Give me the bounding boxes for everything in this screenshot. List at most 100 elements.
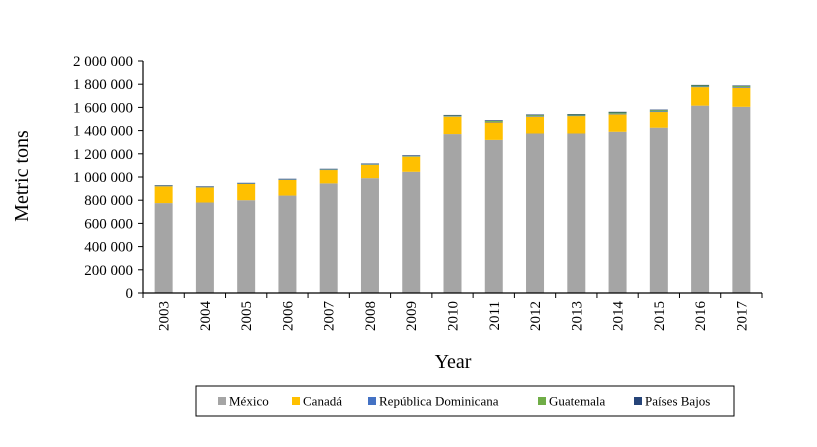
legend: México Canadá República Dominicana Guatemal… [195, 385, 735, 417]
bar-segment-2017-república-dominicana [732, 86, 751, 88]
bar-segment-2009-canadá [402, 156, 421, 172]
bar-segment-2012-canadá [526, 116, 545, 134]
bar-segment-2017-países-bajos [732, 85, 751, 87]
bar-segment-2016-república-dominicana [691, 86, 710, 88]
x-tick-label-2015: 2015 [652, 301, 668, 331]
bar-segment-2004-países-bajos [195, 186, 214, 187]
bar-segment-2015-república-dominicana [649, 111, 668, 113]
bar-segment-2012-guatemala [526, 115, 545, 117]
x-tick-label-2013: 2013 [569, 301, 585, 331]
legend-swatch-países-bajos [634, 397, 642, 405]
bar-segment-2012-república-dominicana [526, 116, 545, 117]
bar-segment-2009-países-bajos [402, 155, 421, 157]
x-tick-label-2010: 2010 [446, 301, 462, 331]
bar-segment-2012-méxico [526, 133, 545, 293]
x-tick-label-2004: 2004 [198, 301, 214, 332]
bar-segment-2010-países-bajos [443, 114, 462, 116]
bar-segment-2013-méxico [567, 133, 586, 293]
bar-segment-2013-países-bajos [567, 114, 586, 115]
bar-segment-2005-países-bajos [237, 182, 256, 184]
x-tick-label-2012: 2012 [528, 301, 544, 331]
legend-swatch-república-dominicana [368, 397, 376, 405]
bar-segment-2008-méxico [360, 178, 379, 293]
bar-segment-2014-guatemala [608, 112, 627, 114]
bar-segment-2010-guatemala [443, 115, 462, 117]
x-tick-label-2007: 2007 [322, 301, 338, 332]
bar-segment-2017-guatemala [732, 86, 751, 87]
bar-segment-2017-canadá [732, 87, 751, 107]
bar-segment-2006-países-bajos [278, 178, 297, 180]
bar-segment-2004-canadá [195, 187, 214, 203]
y-tick-label: 1 200 000 [73, 147, 133, 163]
bar-segment-2008-países-bajos [360, 163, 379, 165]
bar-segment-2008-canadá [360, 164, 379, 179]
y-tick-label: 1 000 000 [73, 170, 133, 186]
bar-segment-2014-república-dominicana [608, 113, 627, 115]
legend-label-canadá: Canadá [303, 394, 342, 409]
bar-segment-2011-guatemala [484, 120, 503, 122]
bar-segment-2011-méxico [484, 139, 503, 293]
y-tick-label: 800 000 [84, 193, 133, 209]
x-tick-label-2016: 2016 [693, 301, 709, 332]
bar-segment-2007-canadá [319, 170, 338, 184]
bar-segment-2009-méxico [402, 171, 421, 293]
bar-segment-2017-méxico [732, 106, 751, 293]
y-tick-label: 2 000 000 [73, 54, 133, 70]
x-tick-label-2008: 2008 [363, 301, 379, 331]
bar-segment-2006-méxico [278, 195, 297, 293]
bar-segment-2003-méxico [154, 203, 173, 293]
bar-segment-2014-países-bajos [608, 111, 627, 113]
x-tick-label-2014: 2014 [611, 301, 627, 332]
y-tick-label: 1 600 000 [73, 100, 133, 116]
bar-segment-2005-canadá [237, 183, 256, 201]
bar-segment-2011-países-bajos [484, 120, 503, 121]
bar-segment-2012-países-bajos [526, 114, 545, 116]
bar-segment-2003-canadá [154, 186, 173, 204]
legend-swatch-canadá [292, 397, 300, 405]
axes-group: 0 200 000 400 000 600 000 800 000 1 000 000 1 … [73, 54, 763, 332]
legend-box [195, 385, 735, 417]
bar-segment-2015-países-bajos [649, 109, 668, 111]
legend-label-méxico: México [229, 394, 269, 409]
bar-segment-2016-canadá [691, 87, 710, 106]
x-tick-label-2011: 2011 [487, 301, 503, 330]
bar-segment-2016-países-bajos [691, 84, 710, 86]
bar-segment-2007-países-bajos [319, 168, 338, 170]
bar-segment-2004-méxico [195, 202, 214, 293]
bar-segment-2015-guatemala [649, 110, 668, 112]
legend-swatch-guatemala [538, 397, 546, 405]
legend-label-guatemala: Guatemala [549, 394, 606, 409]
legend-label-países-bajos: Países Bajos [645, 394, 710, 409]
y-tick-label: 1 800 000 [73, 77, 133, 93]
x-axis-title: Year [435, 351, 472, 373]
y-tick-label: 0 [126, 286, 134, 302]
y-tick-label: 600 000 [84, 216, 133, 232]
y-axis-title: Metric tons [11, 130, 33, 222]
bar-segment-2011-república-dominicana [484, 121, 503, 123]
bar-segment-2010-canadá [443, 116, 462, 135]
bar-segment-2015-méxico [649, 127, 668, 293]
bar-segment-2014-canadá [608, 114, 627, 132]
bar-segment-2013-república-dominicana [567, 115, 586, 117]
y-tick-label: 200 000 [84, 263, 133, 279]
x-tick-label-2017: 2017 [734, 301, 750, 332]
x-tick-label-2006: 2006 [280, 301, 296, 332]
bar-segment-2011-canadá [484, 122, 503, 140]
x-tick-label-2009: 2009 [404, 301, 420, 331]
y-tick-label: 1 400 000 [73, 124, 133, 140]
x-tick-label-2003: 2003 [157, 301, 173, 331]
y-tick-label: 400 000 [84, 240, 133, 256]
bars-group [154, 84, 751, 293]
bar-segment-2016-guatemala [691, 85, 710, 87]
bar-segment-2003-países-bajos [154, 185, 173, 186]
x-tick-label-2005: 2005 [239, 301, 255, 331]
bar-segment-2005-méxico [237, 200, 256, 293]
bar-segment-2007-méxico [319, 183, 338, 293]
legend-swatch-méxico [218, 397, 226, 405]
legend-label-república-dominicana: República Dominicana [379, 394, 499, 409]
bar-segment-2014-méxico [608, 131, 627, 293]
bar-segment-2013-canadá [567, 116, 586, 134]
bar-segment-2006-canadá [278, 179, 297, 196]
